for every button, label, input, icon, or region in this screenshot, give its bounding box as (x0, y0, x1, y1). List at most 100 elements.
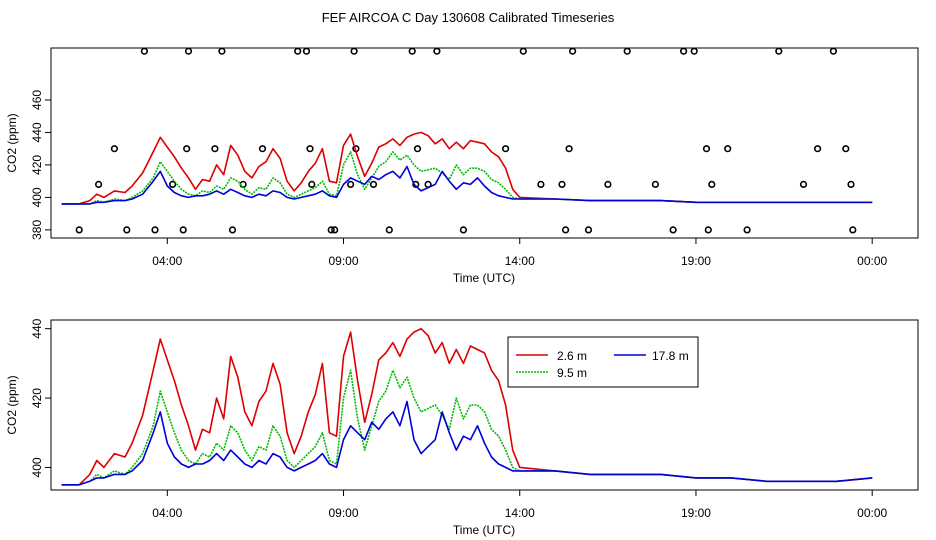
top-y-tick-label: 400 (30, 187, 44, 207)
bottom-y-tick-label: 440 (30, 318, 44, 338)
data-point-marker (179, 226, 187, 234)
data-point-marker (228, 226, 237, 234)
bottom-x-axis-label: Time (UTC) (453, 523, 515, 537)
data-point-marker (704, 226, 712, 234)
top-plot-frame (50, 47, 919, 239)
data-point-marker (347, 180, 355, 188)
top-y-tick-label: 440 (30, 122, 44, 142)
bottom-x-tick-label: 14:00 (505, 506, 535, 520)
top-y-axis-label: CO2 (ppm) (5, 113, 19, 172)
top-series-lines (61, 131, 873, 205)
top-series-2-6-m-line (61, 131, 873, 205)
data-point-marker (110, 145, 118, 153)
data-point-marker (690, 47, 698, 55)
top-y-tick-label: 380 (30, 220, 44, 240)
bottom-series-2-6-m-line (61, 327, 873, 486)
top-x-tick-label: 00:00 (857, 254, 887, 268)
bottom-x-tick-label: 04:00 (152, 506, 182, 520)
data-point-marker (184, 47, 193, 55)
data-point-marker (350, 47, 358, 55)
data-point-marker (565, 145, 573, 153)
data-point-marker (151, 226, 159, 234)
bottom-x-tick-label: 09:00 (329, 506, 359, 520)
bottom-series-lines (61, 327, 873, 486)
data-point-marker (183, 145, 191, 153)
legend-box (507, 336, 699, 388)
legend-label-2-6m: 2.6 m (557, 349, 587, 363)
top-series-9-5-m-line (61, 151, 873, 205)
data-point-marker (413, 145, 422, 153)
data-point-marker (669, 226, 677, 234)
top-x-axis-label: Time (UTC) (453, 271, 515, 285)
data-point-marker (123, 226, 131, 234)
data-point-marker (140, 47, 148, 55)
data-point-marker (258, 145, 267, 153)
data-point-marker (459, 226, 468, 234)
data-point-marker (813, 145, 822, 153)
bottom-panel: 400 420 440 04:00 09:00 14:00 19:00 00:00 CO2 … (5, 318, 919, 537)
legend: 2.6 m 17.8 m 9.5 m (507, 336, 699, 388)
bottom-plot-frame (50, 319, 919, 491)
data-point-marker (584, 226, 593, 234)
bottom-y-tick-label: 420 (30, 388, 44, 408)
top-y-axis: 380 400 420 440 460 (30, 90, 51, 240)
data-point-marker (331, 226, 339, 234)
data-point-marker (302, 47, 311, 55)
legend-label-9-5m: 9.5 m (557, 366, 587, 380)
top-x-tick-label: 19:00 (681, 254, 711, 268)
data-point-marker (561, 226, 570, 234)
data-point-marker (502, 145, 510, 153)
top-panel: 380 400 420 440 460 04:00 09:00 14:00 19:00 00:0… (5, 47, 919, 285)
top-point-markers (75, 47, 857, 234)
data-point-marker (75, 226, 83, 234)
data-point-marker (708, 180, 716, 188)
top-series-17-8-m-line (61, 165, 873, 205)
legend-label-17-8m: 17.8 m (652, 349, 689, 363)
data-point-marker (412, 180, 420, 188)
top-x-tick-label: 04:00 (152, 254, 182, 268)
top-x-tick-label: 14:00 (505, 254, 535, 268)
bottom-x-tick-label: 19:00 (681, 506, 711, 520)
data-point-marker (385, 226, 393, 234)
top-x-axis: 04:00 09:00 14:00 19:00 00:00 (152, 238, 888, 268)
data-point-marker (537, 180, 545, 188)
data-point-marker (799, 180, 808, 188)
data-point-marker (294, 47, 302, 55)
top-y-tick-label: 460 (30, 90, 44, 110)
bottom-y-axis: 400 420 440 (30, 318, 51, 477)
data-point-marker (94, 180, 103, 188)
data-point-marker (604, 180, 612, 188)
bottom-x-axis: 04:00 09:00 14:00 19:00 00:00 (152, 490, 888, 520)
data-point-marker (519, 47, 527, 55)
data-point-marker (829, 47, 838, 55)
data-point-marker (651, 180, 660, 188)
bottom-series-17-8-m-line (61, 400, 873, 486)
data-point-marker (775, 47, 783, 55)
data-point-marker (327, 226, 335, 234)
top-y-tick-label: 420 (30, 155, 44, 175)
bottom-series-9-5-m-line (61, 369, 873, 486)
bottom-y-axis-label: CO2 (ppm) (5, 375, 19, 434)
data-point-marker (369, 180, 378, 188)
data-point-marker (568, 47, 577, 55)
bottom-x-tick-label: 00:00 (857, 506, 887, 520)
data-point-marker (408, 47, 416, 55)
data-point-marker (702, 145, 711, 153)
data-point-marker (842, 145, 850, 153)
data-point-marker (623, 47, 631, 55)
data-point-marker (847, 180, 855, 188)
data-point-marker (849, 226, 857, 234)
data-point-marker (218, 47, 226, 55)
data-point-marker (743, 226, 751, 234)
data-point-marker (724, 145, 732, 153)
data-point-marker (308, 180, 316, 188)
data-point-marker (306, 145, 314, 153)
figure-title: FEF AIRCOA C Day 130608 Calibrated Times… (322, 10, 615, 25)
data-point-marker (433, 47, 441, 55)
top-x-tick-label: 09:00 (329, 254, 359, 268)
data-point-marker (558, 180, 566, 188)
data-point-marker (679, 47, 688, 55)
data-point-marker (169, 180, 177, 188)
data-point-marker (211, 145, 219, 153)
